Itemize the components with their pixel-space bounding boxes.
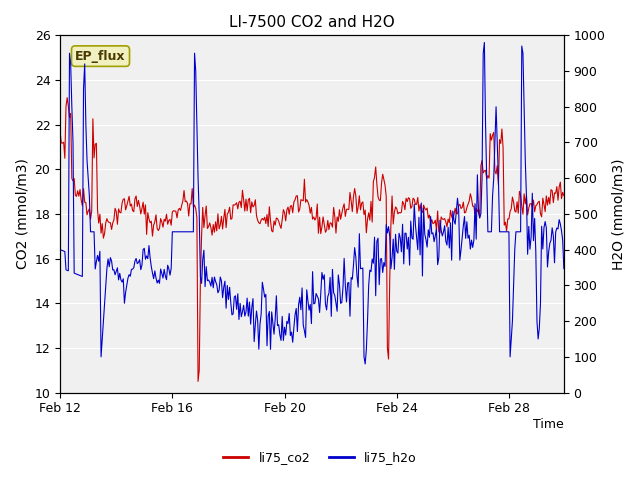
Y-axis label: CO2 (mmol/m3): CO2 (mmol/m3) [15,158,29,269]
Title: LI-7500 CO2 and H2O: LI-7500 CO2 and H2O [229,15,395,30]
X-axis label: Time: Time [533,418,564,431]
Legend: li75_co2, li75_h2o: li75_co2, li75_h2o [218,446,422,469]
Text: EP_flux: EP_flux [76,49,126,62]
Y-axis label: H2O (mmol/m3): H2O (mmol/m3) [611,158,625,270]
